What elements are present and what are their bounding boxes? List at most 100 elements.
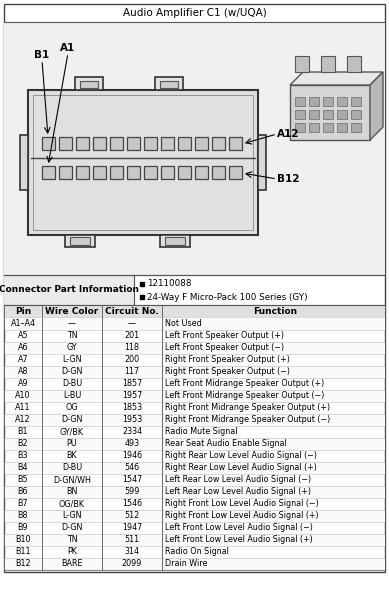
- Bar: [161, 166, 174, 179]
- Bar: [4, 342, 385, 354]
- Bar: [65, 235, 95, 247]
- Text: L-GN: L-GN: [62, 511, 82, 520]
- Bar: [75, 77, 103, 90]
- Bar: [347, 56, 361, 72]
- Bar: [295, 56, 309, 72]
- Text: Left Front Speaker Output (−): Left Front Speaker Output (−): [165, 343, 284, 352]
- Text: D-GN: D-GN: [61, 367, 83, 377]
- Bar: [195, 166, 208, 179]
- Bar: [258, 135, 266, 190]
- Text: 2334: 2334: [122, 427, 142, 437]
- Text: BARE: BARE: [61, 559, 83, 569]
- Text: B11: B11: [15, 547, 31, 557]
- Text: 117: 117: [124, 367, 140, 377]
- Text: B2: B2: [18, 439, 28, 449]
- Text: B10: B10: [15, 535, 31, 545]
- Text: Left Front Midrange Speaker Output (+): Left Front Midrange Speaker Output (+): [165, 379, 324, 389]
- Text: 546: 546: [124, 463, 140, 473]
- Text: Left Front Low Level Audio Signal (+): Left Front Low Level Audio Signal (+): [165, 535, 313, 545]
- Text: Circuit No.: Circuit No.: [105, 307, 159, 316]
- Text: Radio Mute Signal: Radio Mute Signal: [165, 427, 238, 437]
- Text: TN: TN: [67, 535, 77, 545]
- Text: BK: BK: [67, 451, 77, 461]
- Bar: [160, 81, 178, 88]
- Bar: [295, 123, 305, 132]
- Bar: [4, 510, 385, 522]
- Bar: [4, 486, 385, 498]
- Text: 314: 314: [124, 547, 140, 557]
- Bar: [351, 110, 361, 119]
- Text: 1547: 1547: [122, 475, 142, 485]
- Text: 2099: 2099: [122, 559, 142, 569]
- Bar: [309, 123, 319, 132]
- Text: A1: A1: [60, 43, 75, 53]
- Bar: [4, 390, 385, 402]
- Text: Right Rear Low Level Audio Signal (−): Right Rear Low Level Audio Signal (−): [165, 451, 317, 461]
- Bar: [337, 97, 347, 106]
- Text: A12: A12: [277, 129, 300, 139]
- Text: Left Front Low Level Audio Signal (−): Left Front Low Level Audio Signal (−): [165, 523, 313, 533]
- Text: Right Front Speaker Output (+): Right Front Speaker Output (+): [165, 355, 290, 364]
- Text: Right Front Low Level Audio Signal (−): Right Front Low Level Audio Signal (−): [165, 499, 319, 509]
- Text: Rear Seat Audio Enable Signal: Rear Seat Audio Enable Signal: [165, 439, 287, 449]
- Bar: [28, 90, 258, 235]
- Bar: [42, 166, 55, 179]
- Bar: [76, 166, 89, 179]
- Text: 12110088: 12110088: [147, 280, 191, 289]
- Bar: [70, 237, 90, 245]
- Bar: [80, 81, 98, 88]
- Bar: [110, 137, 123, 150]
- Bar: [4, 534, 385, 546]
- Bar: [165, 237, 185, 245]
- Bar: [4, 438, 385, 450]
- Text: D-BU: D-BU: [62, 463, 82, 473]
- Text: Drain Wire: Drain Wire: [165, 559, 207, 569]
- Bar: [295, 97, 305, 106]
- Bar: [4, 414, 385, 426]
- Text: BN: BN: [66, 487, 78, 497]
- Bar: [4, 22, 385, 275]
- Text: Audio Amplifier C1 (w/UQA): Audio Amplifier C1 (w/UQA): [123, 8, 266, 18]
- Bar: [4, 558, 385, 570]
- Text: 1546: 1546: [122, 499, 142, 509]
- Text: A8: A8: [18, 367, 28, 377]
- Text: 1957: 1957: [122, 391, 142, 401]
- Bar: [323, 123, 333, 132]
- Bar: [42, 137, 55, 150]
- Text: GY: GY: [67, 343, 77, 352]
- Text: 1946: 1946: [122, 451, 142, 461]
- Text: B9: B9: [18, 523, 28, 533]
- Text: Left Rear Low Level Audio Signal (+): Left Rear Low Level Audio Signal (+): [165, 487, 311, 497]
- Bar: [178, 137, 191, 150]
- Text: TN: TN: [67, 331, 77, 340]
- Bar: [110, 166, 123, 179]
- Text: B12: B12: [15, 559, 31, 569]
- Text: D-BU: D-BU: [62, 379, 82, 389]
- Text: B6: B6: [18, 487, 28, 497]
- Bar: [161, 137, 174, 150]
- Text: GY/BK: GY/BK: [60, 427, 84, 437]
- Bar: [59, 166, 72, 179]
- Text: PU: PU: [67, 439, 77, 449]
- Bar: [323, 110, 333, 119]
- Text: B4: B4: [18, 463, 28, 473]
- Text: D-GN: D-GN: [61, 523, 83, 533]
- Text: 118: 118: [124, 343, 140, 352]
- Bar: [351, 97, 361, 106]
- Bar: [4, 462, 385, 474]
- Bar: [309, 110, 319, 119]
- Text: OG: OG: [66, 403, 78, 413]
- Bar: [212, 137, 225, 150]
- Text: B5: B5: [18, 475, 28, 485]
- Text: Right Front Low Level Audio Signal (+): Right Front Low Level Audio Signal (+): [165, 511, 319, 520]
- Bar: [4, 305, 385, 318]
- Text: A5: A5: [18, 331, 28, 340]
- Text: —: —: [68, 319, 76, 329]
- Bar: [178, 166, 191, 179]
- Text: Right Front Midrange Speaker Output (+): Right Front Midrange Speaker Output (+): [165, 403, 330, 413]
- Text: PK: PK: [67, 547, 77, 557]
- Bar: [321, 56, 335, 72]
- Text: A11: A11: [15, 403, 31, 413]
- Text: B1: B1: [34, 50, 50, 60]
- Bar: [127, 166, 140, 179]
